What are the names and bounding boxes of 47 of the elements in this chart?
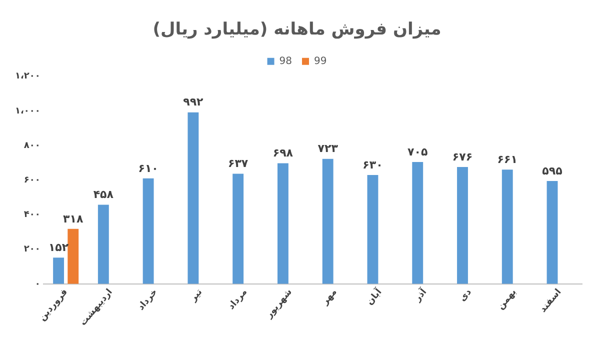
legend-label: 99 — [314, 56, 327, 67]
bar — [322, 158, 334, 284]
data-label: ۴۵۸ — [93, 188, 114, 202]
bar — [367, 174, 378, 284]
y-tick-label: ۱،۰۰۰ — [14, 106, 40, 116]
bar — [68, 228, 79, 284]
x-tick-label: دی — [458, 287, 474, 304]
data-label: ۶۳۰ — [362, 158, 383, 172]
y-tick-label: ۰ — [34, 279, 40, 290]
data-label: ۶۶۱ — [497, 152, 518, 166]
y-tick-label: ۸۰۰ — [24, 140, 40, 151]
bar — [53, 258, 64, 284]
bar — [546, 181, 558, 284]
x-tick-label: مرداد — [226, 287, 250, 312]
bar — [277, 163, 288, 284]
x-tick-label: مهر — [320, 287, 340, 308]
x-tick-label: خرداد — [136, 287, 160, 313]
data-label: ۶۷۶ — [452, 150, 473, 164]
x-tick-label: آبان — [364, 285, 385, 308]
x-tick-label: اسفند — [538, 287, 564, 315]
bar — [412, 162, 424, 284]
data-label: ۵۹۵ — [542, 164, 563, 178]
bar — [142, 178, 154, 284]
bar — [232, 174, 244, 284]
bar — [188, 112, 199, 284]
data-label: ۹۹۲ — [183, 96, 204, 109]
data-label: ۷۲۳ — [318, 142, 338, 156]
x-tick-label: بهمن — [496, 287, 519, 312]
y-tick-label: ۲۰۰ — [24, 244, 40, 255]
legend-label: 98 — [279, 56, 292, 67]
data-label: ۶۱۰ — [138, 162, 158, 175]
data-label: ۳۱۸ — [63, 212, 84, 226]
x-tick-label: شهریور — [264, 287, 294, 322]
y-tick-label: ۱،۲۰۰ — [14, 72, 40, 82]
bar — [502, 170, 513, 284]
y-tick-label: ۴۰۰ — [24, 210, 40, 220]
bar — [98, 204, 109, 284]
data-label: ۷۰۵ — [408, 145, 428, 158]
bar — [457, 167, 468, 284]
chart-title: میزان فروش ماهانه (میلیارد ریال) — [152, 20, 442, 40]
x-tick-label: تیر — [188, 287, 205, 304]
y-tick-label: ۶۰۰ — [24, 176, 40, 186]
x-tick-label: اردیبهشت — [78, 287, 115, 328]
x-tick-label: آذر — [410, 285, 430, 304]
data-label: ۶۹۸ — [272, 146, 294, 160]
x-tick-label: فروردین — [38, 287, 70, 324]
data-label: ۶۳۷ — [228, 157, 248, 170]
